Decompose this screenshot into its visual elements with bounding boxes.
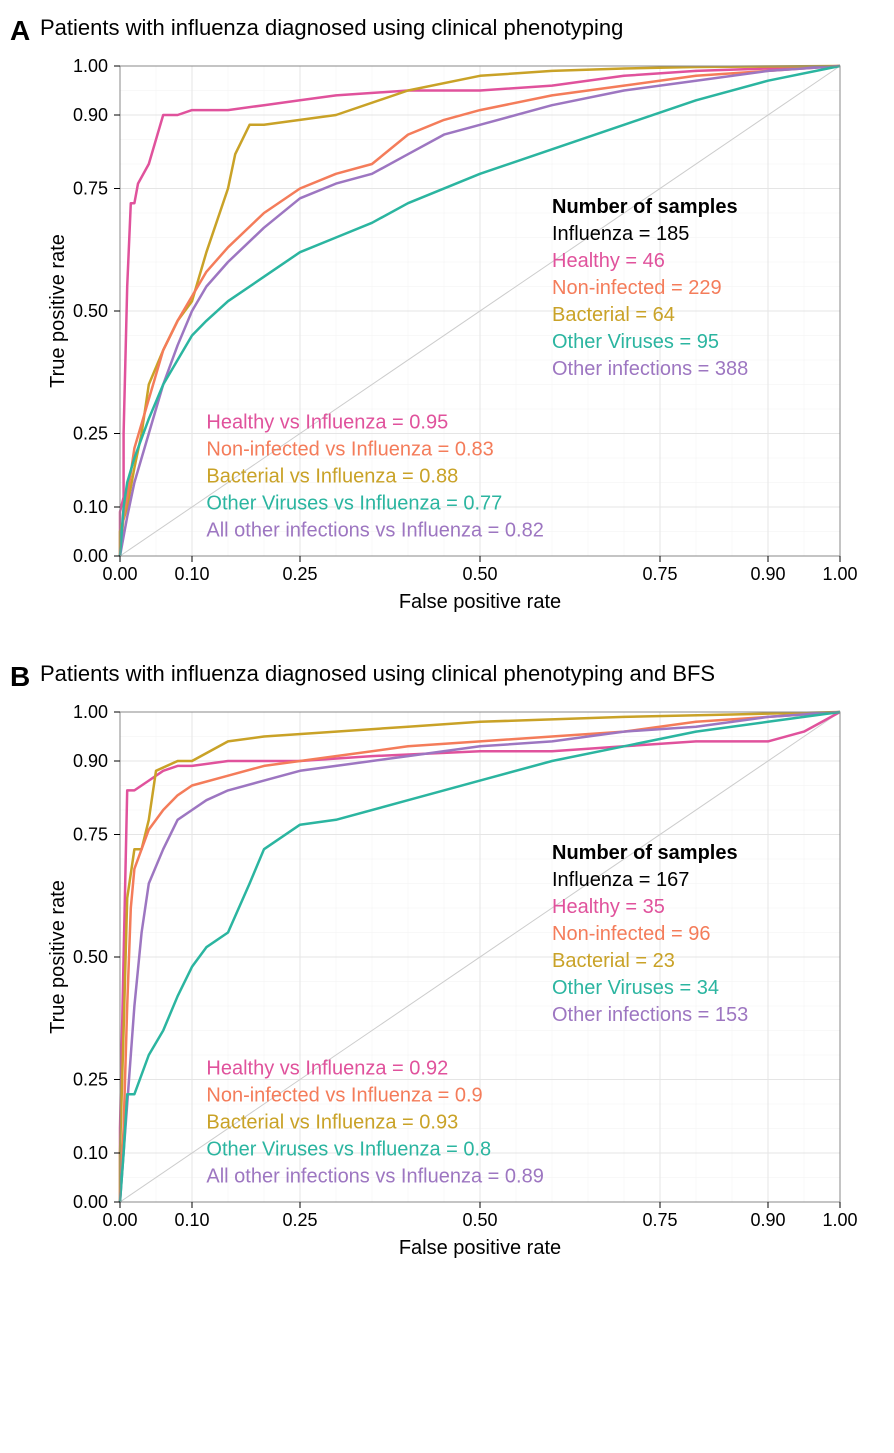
auc-item: Other Viruses vs Influenza = 0.8 — [206, 1139, 491, 1161]
auc-item: Non-infected vs Influenza = 0.83 — [206, 439, 493, 461]
roc-chart: 0.00 0.10 0.25 0.50 0.75 0.90 1.00 0.00 0.10 0.25… — [40, 692, 860, 1272]
samples-item: Influenza = 185 — [552, 223, 689, 245]
x-axis-label: False positive rate — [399, 1237, 561, 1259]
samples-item: Other infections = 388 — [552, 358, 748, 380]
samples-item: Influenza = 167 — [552, 869, 689, 891]
y-tick-label: 0.90 — [73, 751, 108, 771]
samples-header: Number of samples — [552, 196, 738, 218]
samples-item: Non-infected = 229 — [552, 277, 722, 299]
panel-label: B — [10, 661, 30, 693]
auc-item: Healthy vs Influenza = 0.95 — [206, 412, 448, 434]
x-tick-label: 0.10 — [174, 1210, 209, 1230]
x-tick-label: 0.90 — [750, 1210, 785, 1230]
x-tick-label: 0.10 — [174, 564, 209, 584]
roc-chart: 0.00 0.10 0.25 0.50 0.75 0.90 1.00 0.00 0.10 0.25… — [40, 46, 860, 626]
auc-item: Other Viruses vs Influenza = 0.77 — [206, 493, 502, 515]
samples-item: Non-infected = 96 — [552, 923, 710, 945]
x-tick-label: 1.00 — [822, 1210, 857, 1230]
chart-wrap: 0.00 0.10 0.25 0.50 0.75 0.90 1.00 0.00 0.10 0.25… — [40, 692, 884, 1277]
auc-item: Bacterial vs Influenza = 0.93 — [206, 1112, 458, 1134]
panel-label: A — [10, 15, 30, 47]
auc-item: All other infections vs Influenza = 0.89 — [206, 1166, 543, 1188]
auc-item: All other infections vs Influenza = 0.82 — [206, 520, 543, 542]
x-tick-label: 1.00 — [822, 564, 857, 584]
y-tick-label: 0.25 — [73, 424, 108, 444]
panel-a: A Patients with influenza diagnosed using… — [10, 15, 884, 631]
samples-item: Bacterial = 64 — [552, 304, 675, 326]
samples-item: Other Viruses = 34 — [552, 977, 719, 999]
y-tick-label: 0.25 — [73, 1070, 108, 1090]
samples-item: Bacterial = 23 — [552, 950, 675, 972]
x-tick-label: 0.25 — [282, 1210, 317, 1230]
y-tick-label: 0.00 — [73, 1192, 108, 1212]
y-axis-label: True positive rate — [47, 880, 69, 1034]
x-tick-label: 0.75 — [642, 564, 677, 584]
y-tick-label: 0.10 — [73, 497, 108, 517]
panel-title: Patients with influenza diagnosed using … — [40, 15, 884, 41]
samples-item: Other Viruses = 95 — [552, 331, 719, 353]
samples-item: Other infections = 153 — [552, 1004, 748, 1026]
auc-item: Bacterial vs Influenza = 0.88 — [206, 466, 458, 488]
y-tick-label: 0.90 — [73, 105, 108, 125]
x-tick-label: 0.90 — [750, 564, 785, 584]
auc-item: Healthy vs Influenza = 0.92 — [206, 1058, 448, 1080]
x-tick-label: 0.50 — [462, 564, 497, 584]
panel-b: B Patients with influenza diagnosed using… — [10, 661, 884, 1277]
x-axis-label: False positive rate — [399, 591, 561, 613]
y-tick-label: 0.50 — [73, 947, 108, 967]
chart-wrap: 0.00 0.10 0.25 0.50 0.75 0.90 1.00 0.00 0.10 0.25… — [40, 46, 884, 631]
x-tick-label: 0.25 — [282, 564, 317, 584]
y-axis-label: True positive rate — [47, 234, 69, 388]
x-tick-label: 0.00 — [102, 1210, 137, 1230]
auc-item: Non-infected vs Influenza = 0.9 — [206, 1085, 482, 1107]
x-tick-label: 0.00 — [102, 564, 137, 584]
x-tick-label: 0.75 — [642, 1210, 677, 1230]
samples-header: Number of samples — [552, 842, 738, 864]
y-tick-label: 0.00 — [73, 546, 108, 566]
y-tick-label: 0.75 — [73, 825, 108, 845]
y-tick-label: 1.00 — [73, 56, 108, 76]
panel-title: Patients with influenza diagnosed using … — [40, 661, 884, 687]
samples-item: Healthy = 46 — [552, 250, 665, 272]
samples-item: Healthy = 35 — [552, 896, 665, 918]
y-tick-label: 0.75 — [73, 179, 108, 199]
x-tick-label: 0.50 — [462, 1210, 497, 1230]
y-tick-label: 0.50 — [73, 301, 108, 321]
y-tick-label: 1.00 — [73, 702, 108, 722]
y-tick-label: 0.10 — [73, 1143, 108, 1163]
